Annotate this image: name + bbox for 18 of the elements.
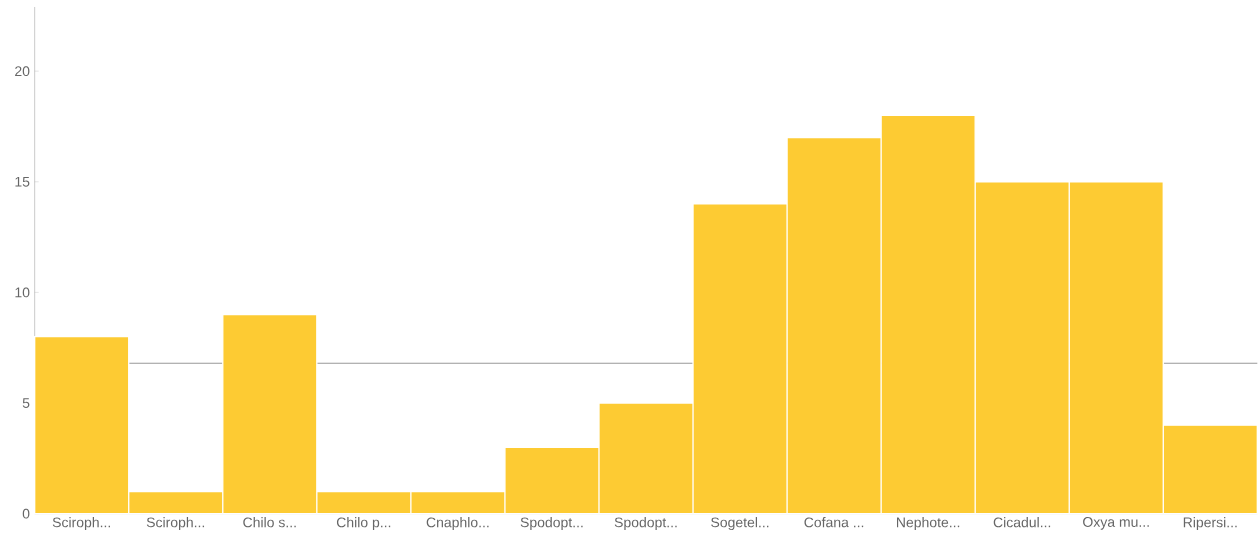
y-tick-label: 20 xyxy=(15,66,30,77)
x-tick-label: Sogetel... xyxy=(711,517,769,531)
x-tick-label: Cnaphlo... xyxy=(426,517,489,531)
x-tick-label: Oxya mu... xyxy=(1083,517,1149,530)
y-tick-label: 5 xyxy=(22,398,30,408)
x-tick-label: Ripersi... xyxy=(1183,517,1237,531)
x-tick-label: Sciroph... xyxy=(52,517,110,531)
y-tick-label: 0 xyxy=(22,508,30,519)
x-tick-label: Spodopt... xyxy=(614,517,677,531)
y-tick-label: 15 xyxy=(15,176,30,187)
x-tick-label: Spodopt... xyxy=(520,517,583,531)
y-tick-label: 10 xyxy=(15,287,30,298)
x-tick-label: Cofana ... xyxy=(804,517,864,528)
x-tick-label: Sciroph... xyxy=(146,517,205,531)
x-tick-label: Chilo s... xyxy=(243,517,296,528)
x-tick-label: Chilo p... xyxy=(336,517,391,531)
x-tick-label: Nephote... xyxy=(897,517,960,531)
x-tick-label: Cicadul... xyxy=(993,517,1051,528)
